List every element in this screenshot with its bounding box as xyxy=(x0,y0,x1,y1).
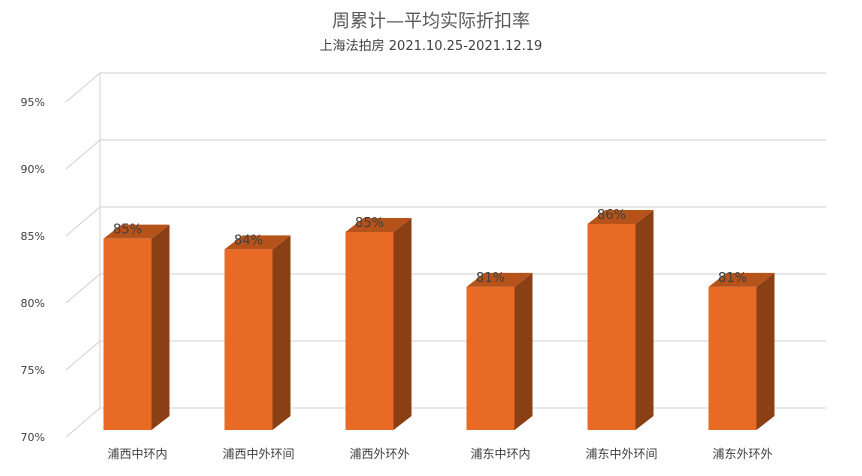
bars-layer xyxy=(103,209,775,430)
y-tick-label: 80% xyxy=(21,297,45,310)
y-tick-label: 85% xyxy=(21,230,45,243)
bar-2 xyxy=(345,217,412,430)
bar-3 xyxy=(466,272,533,430)
bar-front xyxy=(708,286,757,430)
data-label: 86% xyxy=(597,208,626,223)
bar-top xyxy=(224,235,291,250)
y-axis-ticks: 70% 75% 80% 85% 90% 95% xyxy=(21,96,45,444)
category-label: 浦西外环外 xyxy=(349,447,409,461)
category-label: 浦西中环内 xyxy=(107,446,167,461)
gridline-85 xyxy=(65,206,826,237)
y-tick-label: 95% xyxy=(21,96,45,109)
bar-1 xyxy=(224,235,291,430)
bar-side xyxy=(514,272,533,430)
bar-side xyxy=(756,272,775,430)
bar-side xyxy=(635,209,654,430)
data-label: 85% xyxy=(355,216,384,231)
gridline-95 xyxy=(65,72,826,103)
bar-side xyxy=(272,235,291,430)
gridline-90 xyxy=(65,139,826,170)
bar-front xyxy=(103,238,152,430)
y-tick-label: 90% xyxy=(21,163,45,176)
data-label: 81% xyxy=(718,271,747,286)
category-label: 浦东中外环间 xyxy=(585,446,657,461)
bar-5 xyxy=(708,272,775,430)
chart-title: 周累计—平均实际折扣率 xyxy=(332,11,530,32)
data-labels-layer: 85% 84% 85% 81% 86% 81% xyxy=(113,208,747,286)
bar-top xyxy=(345,217,412,232)
bar-top xyxy=(466,272,533,287)
data-label: 81% xyxy=(476,271,505,286)
bar-front xyxy=(587,223,636,430)
x-axis-categories: 浦西中环内 浦西中外环间 浦西外环外 浦东中环内 浦东中外环间 浦东外环外 xyxy=(107,446,772,461)
y-tick-label: 70% xyxy=(21,431,45,444)
category-label: 浦东外环外 xyxy=(712,447,772,461)
bar-front xyxy=(345,231,394,430)
bar-side xyxy=(393,217,412,430)
bar-front xyxy=(466,286,515,430)
bar-front xyxy=(224,249,273,430)
y-tick-label: 75% xyxy=(21,364,45,377)
bar-0 xyxy=(103,224,170,430)
category-label: 浦西中外环间 xyxy=(222,446,294,461)
bar-top xyxy=(587,209,654,224)
bar-4 xyxy=(587,209,654,430)
bar-top xyxy=(103,224,170,239)
bar-side xyxy=(151,224,170,430)
grid-layer xyxy=(65,72,826,438)
data-label: 85% xyxy=(113,223,142,238)
category-label: 浦东中环内 xyxy=(470,446,530,461)
data-label: 84% xyxy=(234,233,263,248)
chart-subtitle: 上海法拍房 2021.10.25-2021.12.19 xyxy=(320,38,543,54)
bar-top xyxy=(708,272,775,287)
